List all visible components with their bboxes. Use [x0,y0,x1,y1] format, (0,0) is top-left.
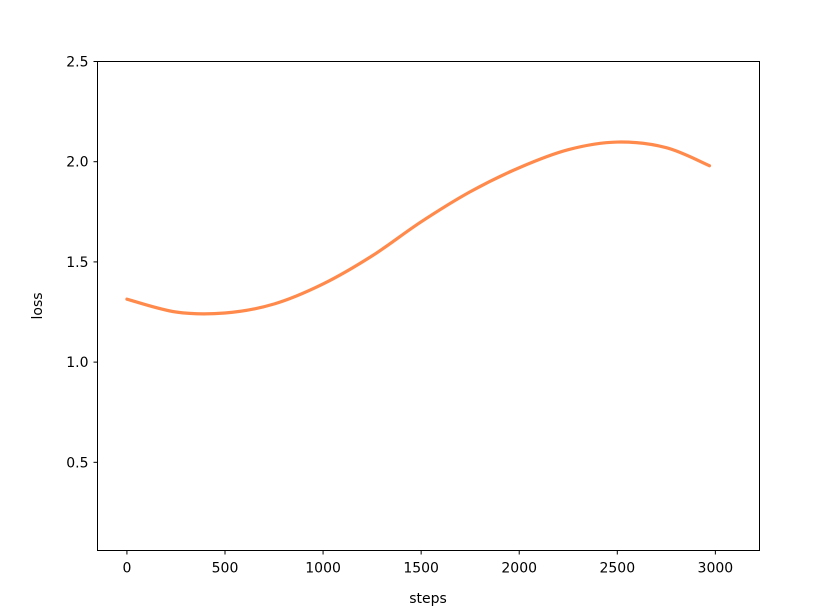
x-tick-label: 500 [212,561,239,577]
loss-line [125,140,712,316]
x-axis-label: steps [409,591,447,607]
x-tick-label: 2500 [599,561,635,577]
x-tick-label: 0 [122,561,131,577]
plot-area [125,140,712,316]
y-tick-label: 1.5 [66,255,88,271]
y-axis-label: loss [30,292,46,319]
x-tick-label: 2000 [501,561,537,577]
y-tick-label: 0.5 [66,455,88,471]
y-axis: 0.5 1.0 1.5 2.0 2.5 [66,55,98,471]
x-tick-label: 1000 [305,561,341,577]
axes-frame [97,61,760,551]
x-tick-label: 1500 [403,561,439,577]
y-tick-label: 2.0 [66,155,88,171]
y-tick-label: 1.0 [66,355,88,371]
x-axis: 0 500 1000 1500 2000 2500 3000 [122,550,734,577]
x-tick-label: 3000 [698,561,734,577]
y-tick-label: 2.5 [66,55,88,71]
